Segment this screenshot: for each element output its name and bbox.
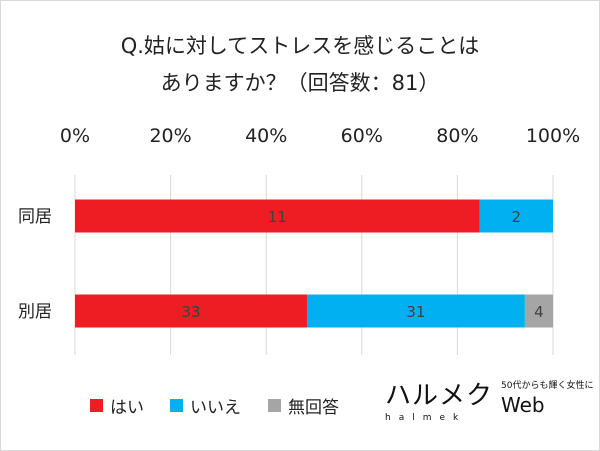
chart-title-line-1: Q.姑に対してストレスを感じることは xyxy=(120,34,480,58)
x-tick-label: 100% xyxy=(526,125,580,147)
legend-label: はい xyxy=(110,398,144,418)
logo-romaji: halmek xyxy=(385,413,467,423)
x-tick-label: 60% xyxy=(341,125,383,147)
data-label: 31 xyxy=(406,303,425,321)
x-tick-label: 40% xyxy=(245,125,287,147)
bar-segment xyxy=(75,294,307,328)
bar-segment xyxy=(524,294,553,328)
legend-swatch xyxy=(268,399,281,412)
logo-text: ハルメク xyxy=(385,381,494,411)
data-label: 4 xyxy=(534,303,544,321)
legend-label: 無回答 xyxy=(288,398,339,418)
legend-swatch xyxy=(90,399,103,412)
bar-segment xyxy=(75,199,480,233)
logo-wordmark: ハルメク halmek xyxy=(385,380,493,424)
data-label: 11 xyxy=(268,208,287,226)
logo-side: 50代からも輝く女性に Web xyxy=(501,380,593,418)
legend-swatch xyxy=(170,399,183,412)
bar-segment xyxy=(306,294,525,328)
x-tick-label: 80% xyxy=(436,125,478,147)
chart-title-line-2: ありますか？（回答数：81） xyxy=(160,71,440,95)
category-label: 別居 xyxy=(18,302,52,322)
category-label: 同居 xyxy=(18,207,52,227)
logo-tagline: 50代からも輝く女性に xyxy=(501,381,594,391)
legend-item-はい: はい xyxy=(90,393,144,418)
bar-segment xyxy=(479,199,553,233)
halmek-logo: ハルメク halmek 50代からも輝く女性に Web xyxy=(385,380,593,424)
legend-item-無回答: 無回答 xyxy=(268,393,339,418)
legend-label: いいえ xyxy=(190,398,241,418)
x-tick-label: 0% xyxy=(60,125,90,147)
x-tick-label: 20% xyxy=(149,125,191,147)
data-label: 33 xyxy=(181,303,200,321)
legend-item-いいえ: いいえ xyxy=(170,393,241,418)
logo-web: Web xyxy=(501,393,545,417)
data-label: 2 xyxy=(511,208,521,226)
